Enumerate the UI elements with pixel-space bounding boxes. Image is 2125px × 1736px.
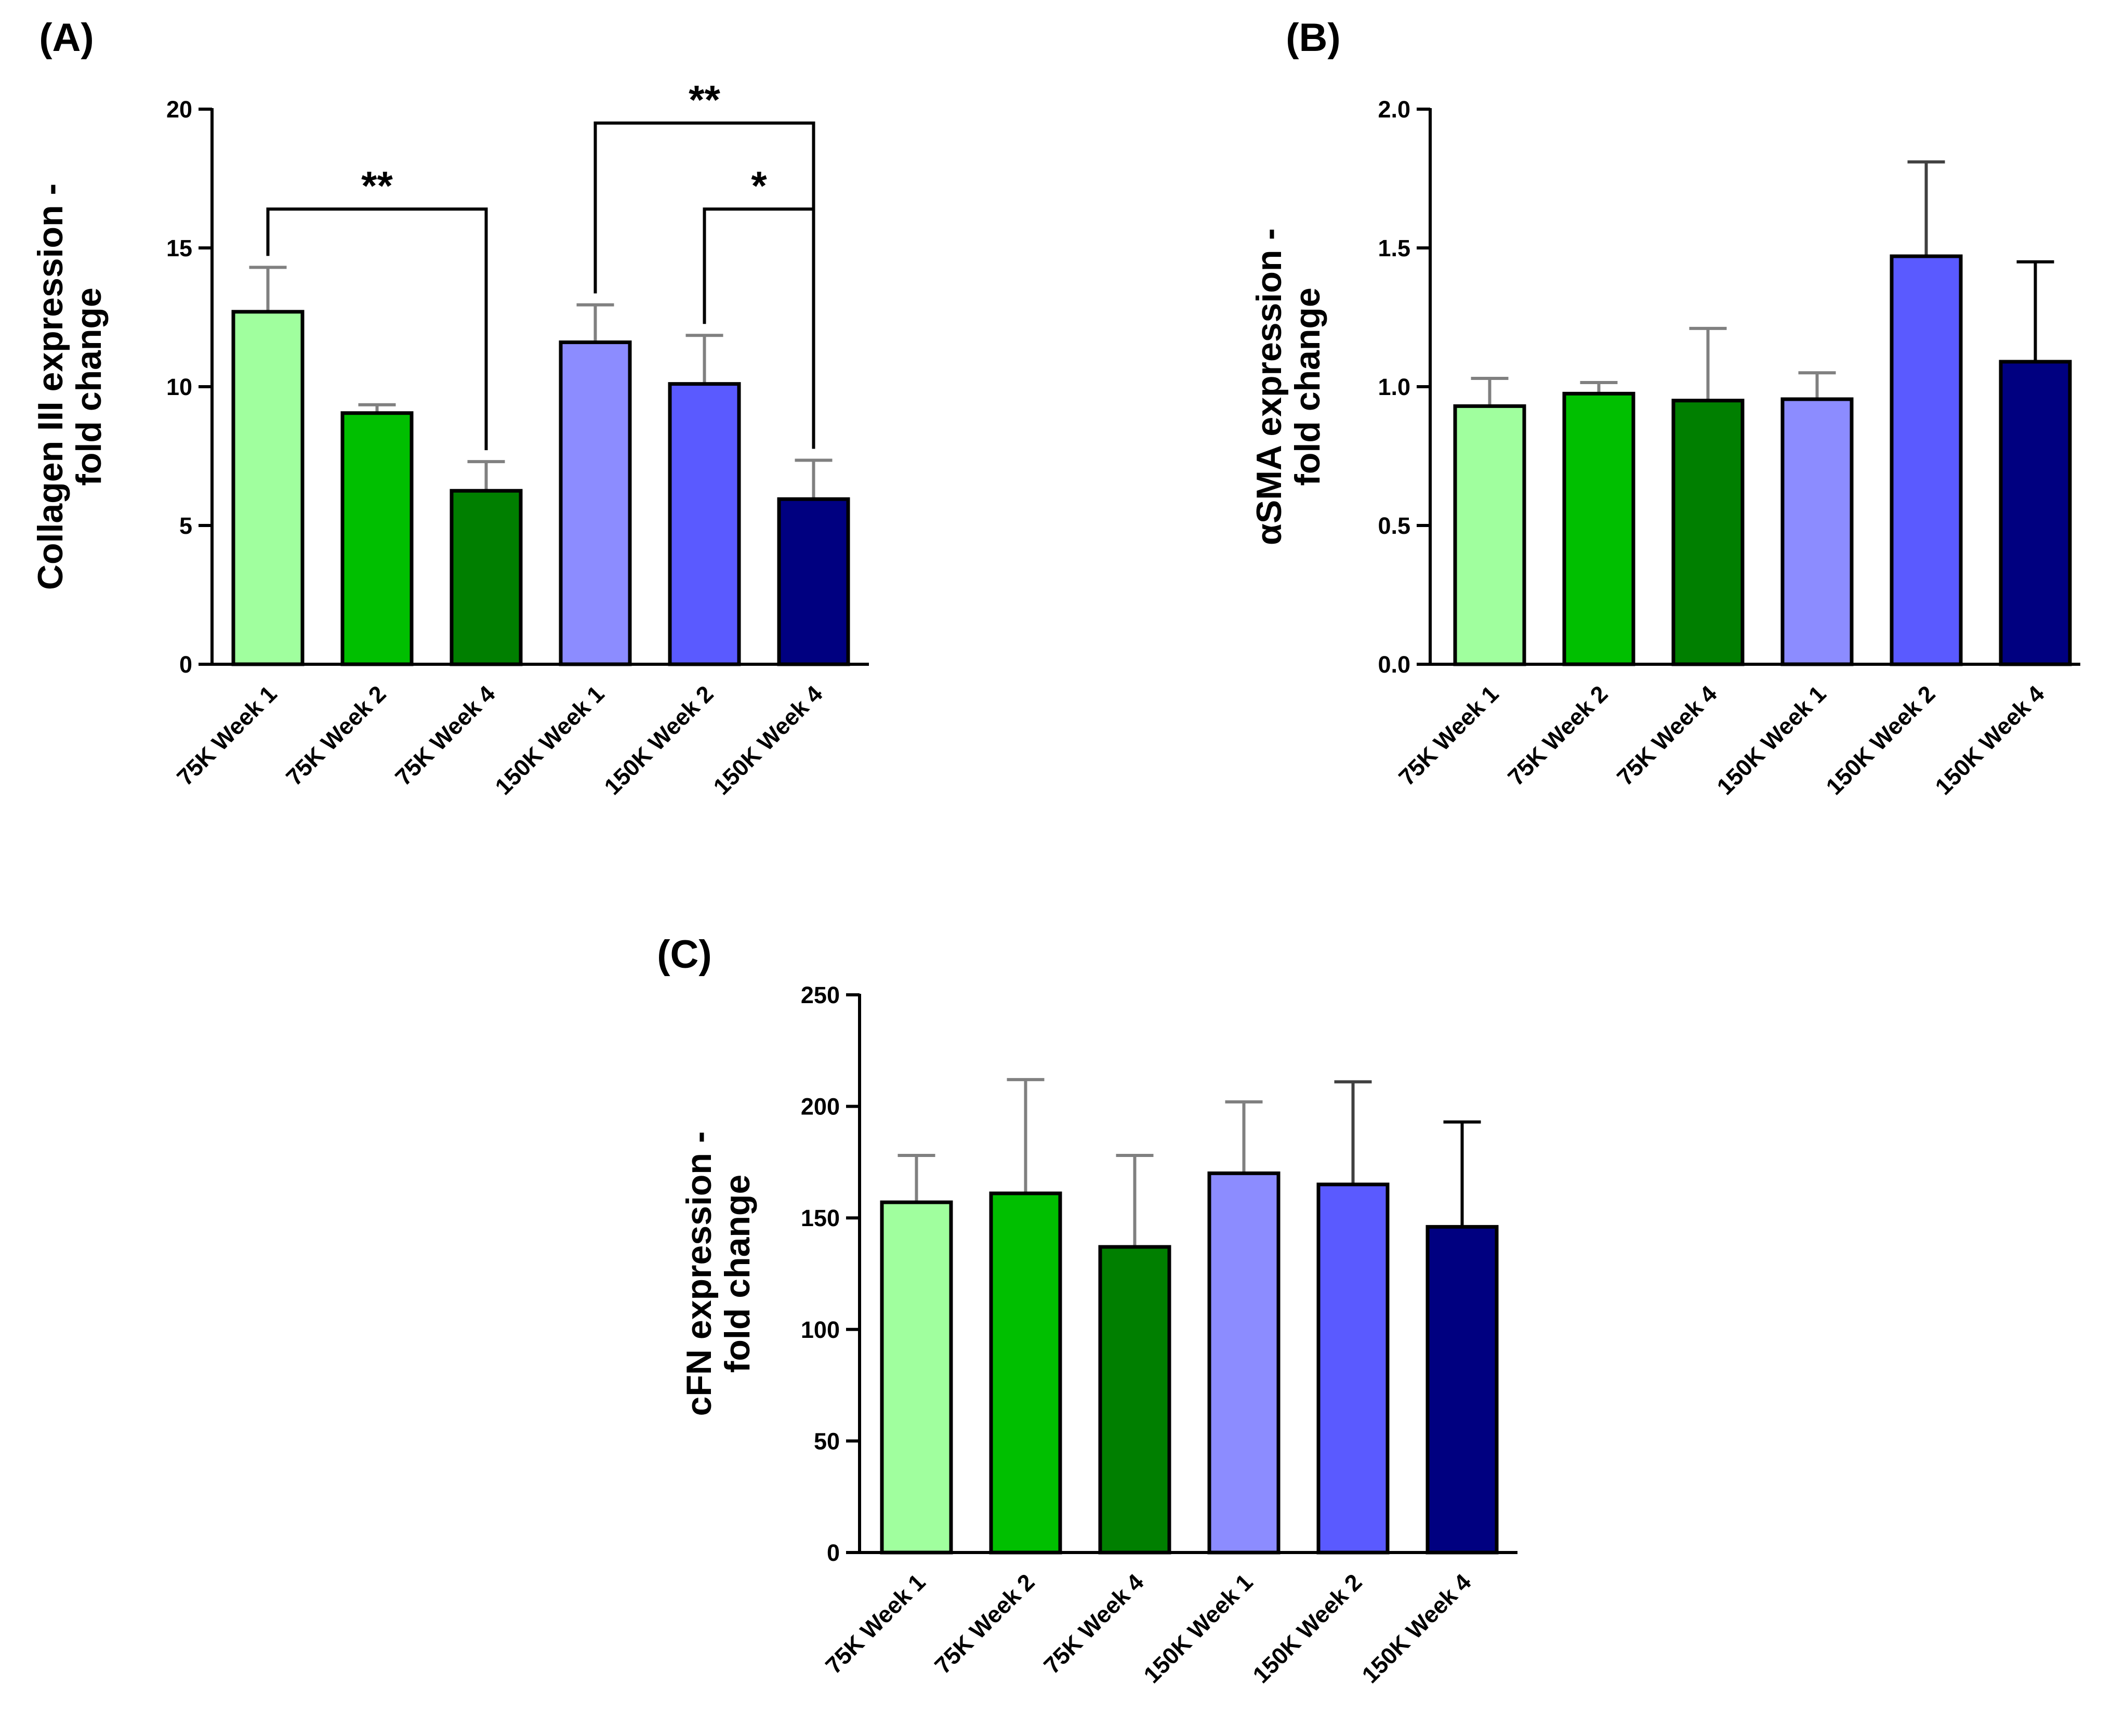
- y-axis-title-line-1: αSMA expression -: [1249, 228, 1289, 545]
- bar: [340, 411, 414, 666]
- y-tick-label: 15: [166, 235, 192, 261]
- y-tick-label: 100: [801, 1317, 840, 1343]
- significance-bracket: [266, 207, 488, 451]
- bar: [231, 310, 305, 666]
- x-category-label: 75K Week 1: [820, 1569, 930, 1679]
- x-category-label: 150K Week 4: [1357, 1569, 1476, 1688]
- x-category-label: 75K Week 4: [1038, 1569, 1149, 1679]
- y-tick-label: 200: [801, 1094, 840, 1120]
- y-axis-title-line-2: fold change: [69, 287, 109, 486]
- y-axis-title-line-2: fold change: [1288, 287, 1327, 486]
- panel-b-asma: (B) αSMA expression -fold change 0.0 0.5 1.0…: [1249, 16, 2080, 800]
- y-tick-label: 250: [801, 982, 840, 1008]
- y-tick-label: 0.5: [1378, 512, 1410, 539]
- x-category-label: 75K Week 4: [390, 680, 500, 791]
- y-tick-label: 5: [179, 512, 192, 539]
- panel-a-collagen-iii: (A) Collagen III expression -fold change 0…: [31, 16, 869, 800]
- bar: [1671, 399, 1745, 666]
- y-axis-title-line-1: cFN expression -: [679, 1132, 719, 1416]
- x-category-label: 75K Week 1: [171, 680, 282, 791]
- significance-label: *: [751, 163, 767, 208]
- y-tick-label: 20: [166, 96, 192, 123]
- panel-label: (A): [39, 16, 94, 60]
- significance-label: **: [361, 163, 393, 208]
- x-category-label: 150K Week 1: [490, 680, 610, 800]
- y-tick-label: 0.0: [1378, 651, 1410, 678]
- bar: [559, 340, 632, 666]
- x-category-label: 150K Week 2: [1248, 1569, 1367, 1688]
- bar: [1098, 1245, 1171, 1555]
- panel-c-cfn: (C) cFN expression -fold change 0 50 100 150 2…: [657, 932, 1517, 1688]
- x-category-label: 150K Week 4: [708, 680, 828, 800]
- y-tick-label: 2.0: [1378, 96, 1410, 123]
- y-tick-label: 0: [179, 651, 192, 678]
- y-tick-label: 0: [827, 1540, 840, 1566]
- bar: [989, 1191, 1062, 1555]
- bar: [880, 1200, 953, 1555]
- y-tick-label: 10: [166, 374, 192, 400]
- x-category-label: 150K Week 1: [1139, 1569, 1258, 1688]
- x-category-label: 75K Week 4: [1612, 680, 1722, 791]
- bar: [1207, 1171, 1281, 1555]
- bar: [1890, 254, 1963, 666]
- y-tick-label: 50: [814, 1428, 840, 1454]
- bar: [450, 489, 523, 666]
- x-category-label: 150K Week 4: [1930, 680, 2050, 800]
- x-category-label: 150K Week 2: [1821, 680, 1941, 800]
- panel-label: (C): [657, 932, 712, 977]
- y-tick-label: 150: [801, 1205, 840, 1231]
- y-tick-label: 1.5: [1378, 235, 1410, 261]
- significance-label: **: [689, 77, 720, 123]
- significance-bracket: [703, 207, 815, 449]
- x-category-label: 75K Week 2: [1502, 680, 1613, 791]
- y-tick-label: 1.0: [1378, 374, 1410, 400]
- bar: [668, 382, 741, 666]
- bar: [777, 497, 850, 666]
- x-category-label: 150K Week 2: [599, 680, 719, 800]
- bar: [1426, 1225, 1499, 1555]
- y-axis-title-line-1: Collagen III expression -: [31, 183, 70, 590]
- bar: [1780, 397, 1854, 666]
- bar: [1453, 404, 1526, 666]
- bar: [1999, 360, 2072, 666]
- y-axis-title-line-2: fold change: [718, 1175, 757, 1373]
- x-category-label: 75K Week 2: [929, 1569, 1039, 1679]
- bar: [1562, 391, 1635, 666]
- x-category-label: 75K Week 2: [281, 680, 391, 791]
- bar: [1316, 1182, 1390, 1555]
- x-category-label: 150K Week 1: [1712, 680, 1831, 800]
- x-category-label: 75K Week 1: [1393, 680, 1503, 791]
- panel-label: (B): [1286, 16, 1341, 60]
